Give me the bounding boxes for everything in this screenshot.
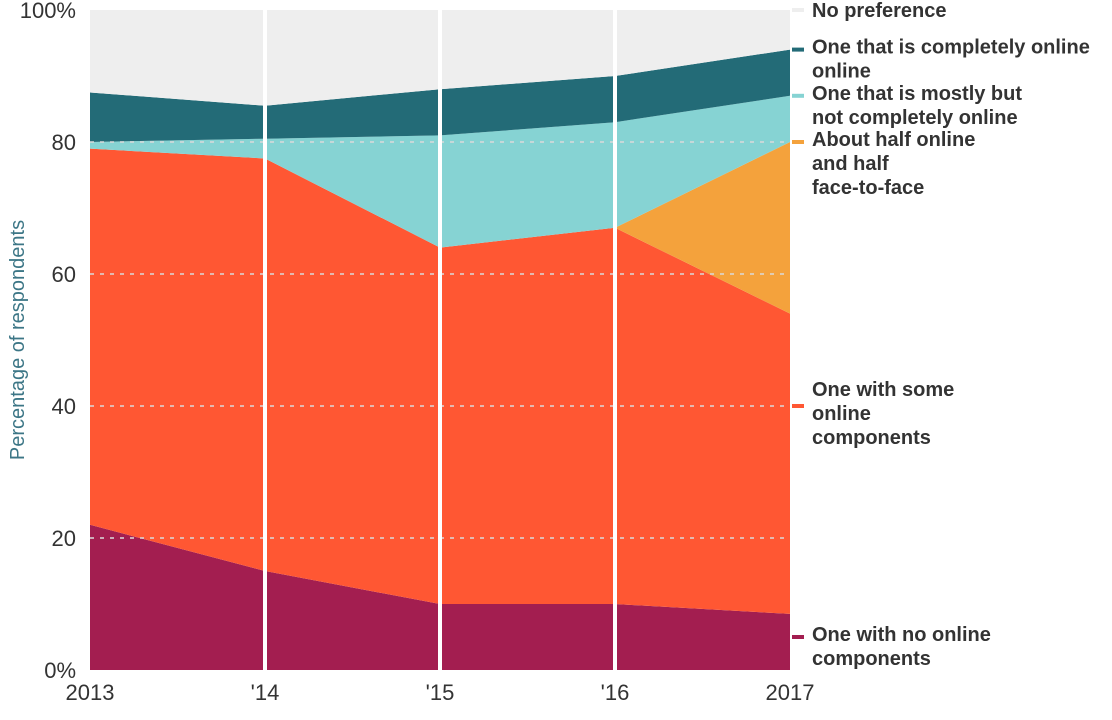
legend-label: and half	[812, 153, 889, 175]
x-tick-label: '15	[426, 680, 455, 705]
y-tick-label: 20	[52, 526, 76, 551]
legend-label: not completely online	[812, 107, 1018, 129]
x-tick-label: 2013	[66, 680, 115, 705]
x-tick-label: '14	[251, 680, 280, 705]
x-tick-label: '16	[601, 680, 630, 705]
y-tick-label: 100%	[20, 0, 76, 23]
legend-label: No preference	[812, 0, 947, 22]
chart-svg: 0%20406080100%2013'14'15'162017Percentag…	[0, 0, 1112, 720]
legend-label: One that is completely online	[812, 37, 1090, 59]
legend-label: face-to-face	[812, 177, 924, 199]
x-tick-label: 2017	[766, 680, 815, 705]
legend-label: One that is mostly but	[812, 83, 1022, 105]
legend-label: components	[812, 427, 931, 449]
y-tick-label: 80	[52, 130, 76, 155]
stacked-area-chart: 0%20406080100%2013'14'15'162017Percentag…	[0, 0, 1112, 720]
legend-label: online	[812, 61, 871, 83]
y-tick-label: 60	[52, 262, 76, 287]
y-axis-title: Percentage of respondents	[7, 220, 29, 460]
y-tick-label: 40	[52, 394, 76, 419]
legend-label: One with no online	[812, 624, 991, 646]
legend-label: components	[812, 648, 931, 670]
legend-label: online	[812, 403, 871, 425]
legend-label: One with some	[812, 379, 954, 401]
legend-label: About half online	[812, 129, 975, 151]
